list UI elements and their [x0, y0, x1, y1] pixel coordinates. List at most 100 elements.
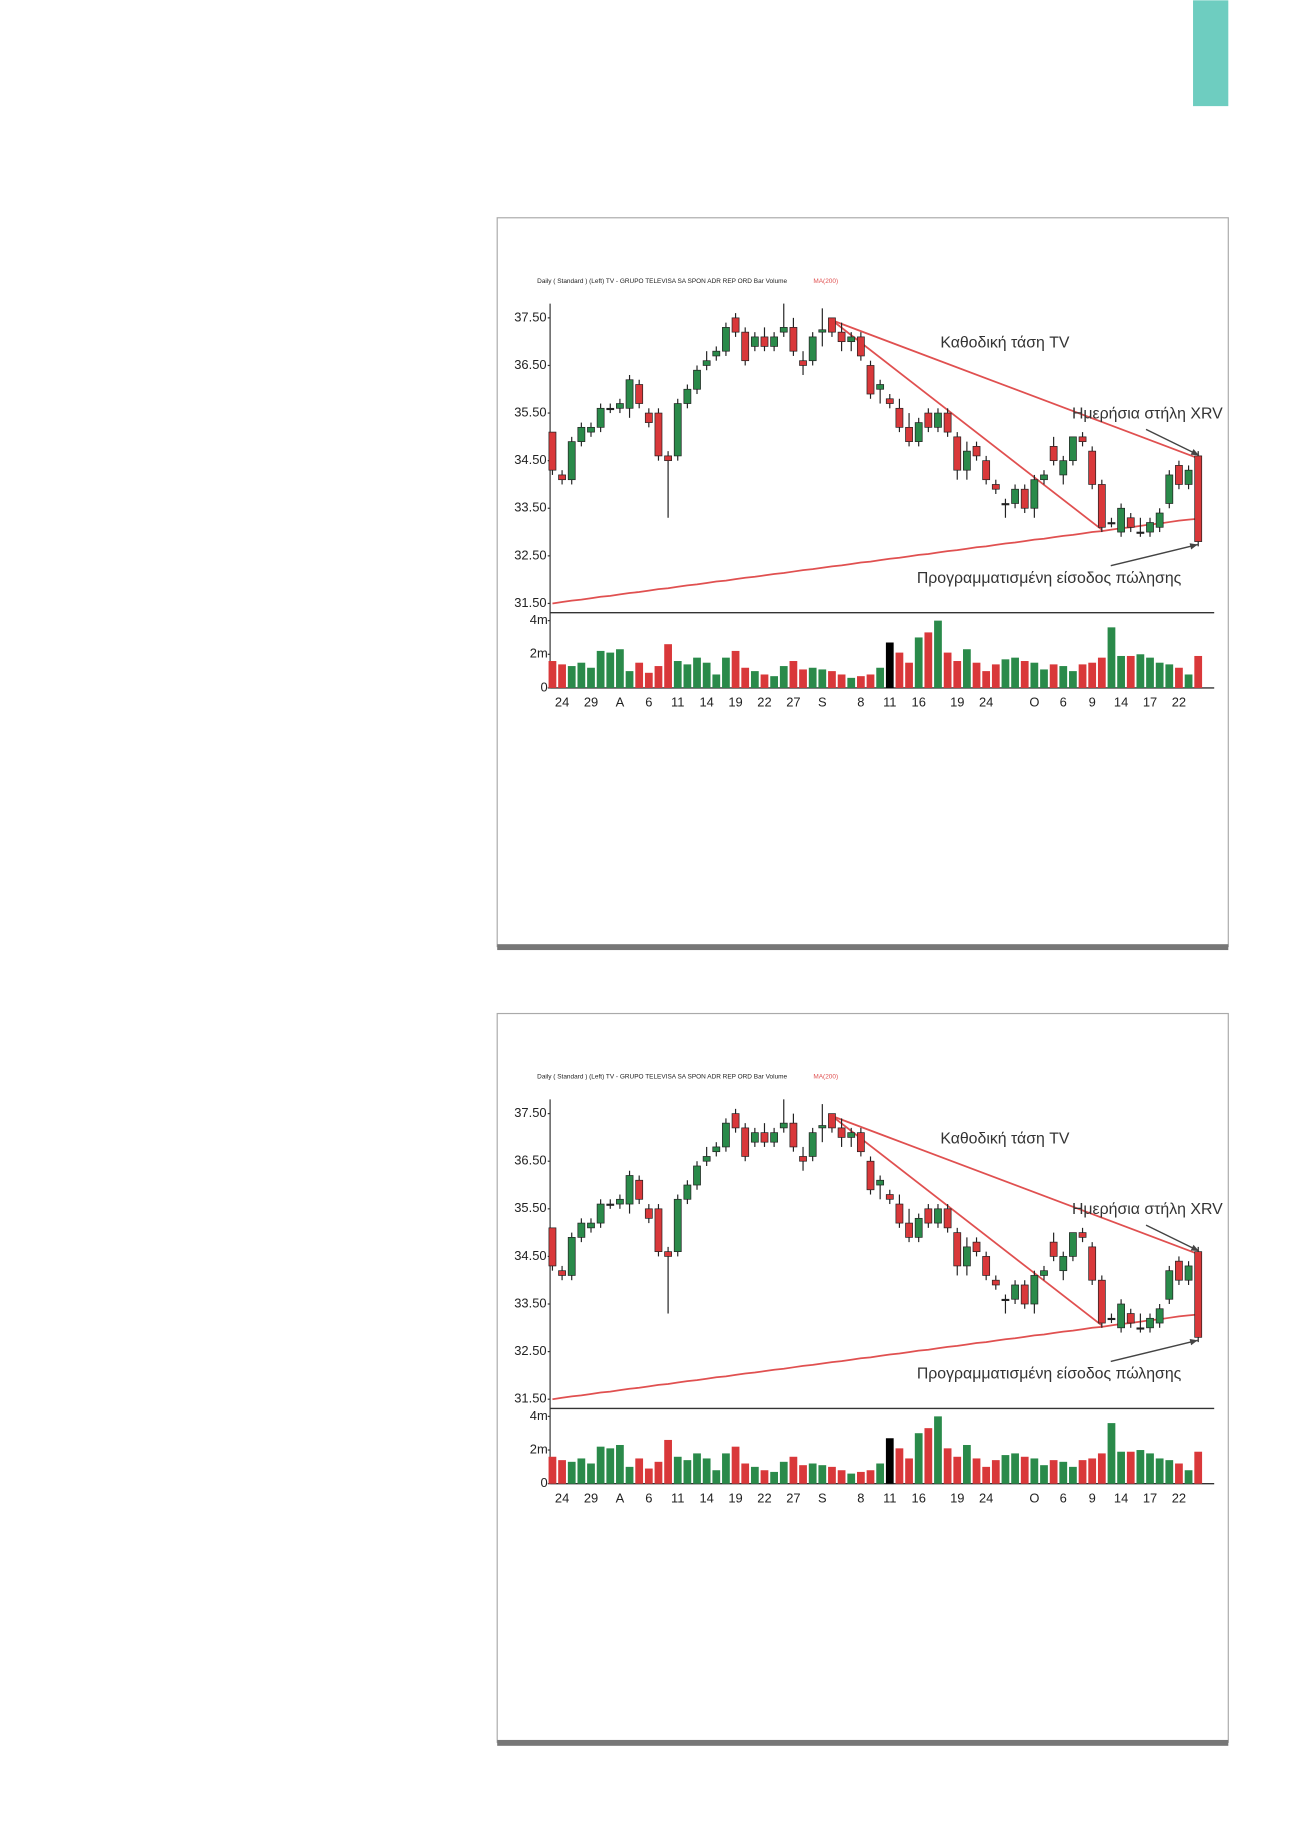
y-tick-label: 31.50 [514, 1391, 546, 1406]
volume-bar [799, 1465, 807, 1484]
candle-body [943, 412, 952, 433]
candle-body [683, 1184, 692, 1200]
x-tick-label: 24 [555, 695, 569, 710]
ma-line [552, 1313, 1199, 1401]
candle-body [789, 327, 798, 352]
candle-body [982, 460, 991, 481]
x-tick-label: 11 [883, 1490, 896, 1505]
frame-bottom-bar [497, 1739, 1229, 1746]
candle-body [808, 1132, 817, 1157]
candle-body [664, 455, 672, 462]
arrow-shaft [1110, 1339, 1198, 1363]
annotation: Προγραμματισμένη είσοδος πώλησης [917, 570, 1182, 587]
x-tick-label: 14 [699, 1490, 713, 1505]
volume-bar [567, 666, 576, 688]
candle-body [828, 317, 836, 333]
volume-bar [712, 1470, 721, 1484]
candle-body [1146, 1317, 1154, 1329]
volume-bar [1107, 1423, 1116, 1484]
volume-bar [924, 632, 933, 688]
x-tick-label: O [1029, 1490, 1039, 1505]
x-tick-label: S [818, 1490, 827, 1505]
volume-bar [577, 662, 586, 688]
candle-body [885, 398, 894, 404]
candle-body [818, 329, 827, 333]
volume-bar [1059, 666, 1068, 688]
y-tick-label: 34.50 [514, 1248, 546, 1263]
candle-body [1175, 465, 1183, 485]
x-tick-label: 11 [671, 1490, 684, 1505]
candle-body [914, 422, 923, 442]
volume-bar [558, 664, 566, 688]
candle-body [779, 1122, 788, 1129]
annotation: Ημερήσια στήλη XRV [1072, 1201, 1223, 1218]
x-tick-label: 11 [883, 695, 896, 710]
candle-body [991, 484, 1000, 490]
volume-bar [1078, 1460, 1087, 1484]
candle-body [885, 1194, 894, 1200]
volume-bar [1030, 1458, 1039, 1484]
volume-bar [712, 674, 721, 688]
candle-body [895, 1203, 904, 1224]
x-tick-label: 9 [1089, 695, 1096, 710]
volume-bar [953, 661, 962, 688]
volume-bar [1088, 1458, 1097, 1484]
annotation: Καθοδική τάση TV [940, 1130, 1070, 1147]
candle-body [1117, 1303, 1125, 1329]
volume-bar [895, 652, 904, 688]
volume-tick-label: 2m [530, 1441, 548, 1456]
x-tick-label: 6 [645, 1490, 652, 1505]
x-tick-label: O [1029, 695, 1039, 710]
volume-bar [1097, 1453, 1106, 1484]
candle-body [876, 384, 885, 390]
candle-body [856, 1132, 865, 1153]
x-tick-label: 29 [584, 1490, 598, 1505]
volume-bar [885, 642, 894, 688]
volume-bar [558, 1460, 566, 1484]
volume-tick-label: 4m [530, 612, 548, 627]
candle-body [934, 1208, 942, 1224]
candle-body [770, 1132, 779, 1143]
chart-header: Daily ( Standard ) (Left) TV - GRUPO TEL… [537, 1074, 787, 1081]
candle-body [1001, 503, 1010, 506]
volume-bar [866, 1470, 875, 1484]
ma-line [552, 517, 1199, 605]
volume-bar [876, 1463, 885, 1484]
volume-bar [731, 650, 740, 688]
volume-bar [1146, 657, 1154, 688]
volume-bar [789, 661, 798, 688]
volume-bar [1146, 1453, 1154, 1484]
candle-body [558, 1270, 566, 1276]
candle-body [1011, 1284, 1019, 1300]
volume-bar [587, 667, 595, 688]
candle-body [1126, 1313, 1135, 1324]
candle-body [587, 426, 595, 433]
volume-bar [943, 652, 952, 688]
x-tick-label: 17 [1143, 1490, 1157, 1505]
candle-body [1097, 484, 1106, 528]
candle-body [693, 369, 701, 390]
volume-bar [548, 1456, 557, 1484]
x-tick-label: 27 [786, 695, 800, 710]
candle-body [953, 1232, 962, 1267]
candle-body [712, 350, 721, 357]
x-tick-label: 9 [1089, 1490, 1096, 1505]
volume-bar [924, 1428, 933, 1484]
candle-body [914, 1217, 923, 1238]
volume-bar [693, 657, 701, 688]
volume-bar [1194, 655, 1203, 688]
candle-body [1049, 446, 1058, 462]
volume-bar [1011, 1453, 1019, 1484]
candle-body [1069, 436, 1077, 462]
volume-bar [856, 676, 865, 688]
volume-tick-label: 2m [530, 646, 548, 661]
candle-body [1136, 1327, 1145, 1330]
y-tick-label: 33.50 [514, 1295, 546, 1310]
candle-body [1078, 436, 1087, 442]
candle-body [1146, 522, 1154, 533]
candle-body [1136, 531, 1145, 534]
candle-body [1020, 488, 1029, 509]
volume-bar [818, 669, 827, 688]
volume-bar [664, 644, 672, 688]
candle-body [1126, 517, 1135, 528]
